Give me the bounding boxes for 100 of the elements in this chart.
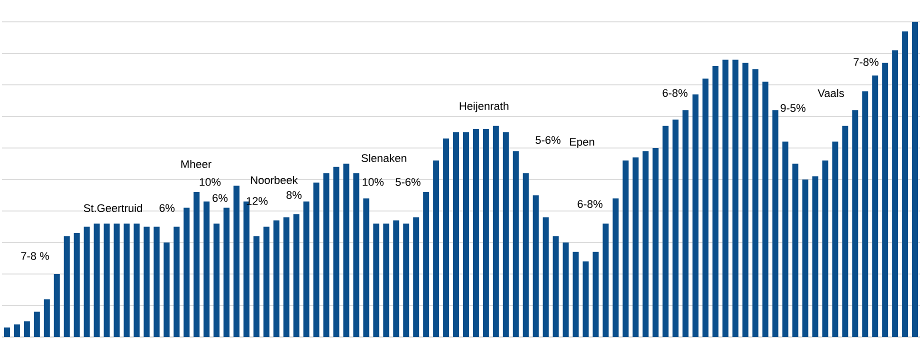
bar [204,202,210,337]
bar [114,224,120,337]
annotation: 5-6% [396,178,420,186]
bar [582,261,589,337]
bar [822,160,828,337]
bar [283,217,290,337]
bar [882,62,888,337]
bar [732,60,738,337]
annotation: Epen [570,138,594,148]
bar [502,132,509,337]
annotation: Vaals [818,88,844,98]
bar [762,82,768,337]
bar [253,236,260,337]
bar [662,126,669,337]
bar [682,110,689,337]
bar [862,91,868,337]
annotation: 7-8 % [21,252,49,260]
annotation: 6% [212,194,228,202]
bar [562,242,569,337]
annotation: St.Geertruid [84,204,142,212]
bar [144,226,150,337]
bar [492,126,499,337]
bar [74,233,80,337]
bar [104,224,110,337]
bar [812,176,818,337]
bar [4,328,10,337]
bar [14,324,20,337]
annotation: Slenaken [362,154,406,162]
bar [94,224,100,337]
bar [632,157,639,337]
bar [832,142,838,337]
bar [84,226,90,337]
bar [194,192,200,337]
bar [482,129,489,337]
bar [64,236,70,337]
bar [34,312,40,337]
bar [413,217,420,337]
bar [333,166,340,337]
bar [572,252,579,337]
bar [792,164,798,337]
bar [672,120,679,337]
annotation: 10% [200,178,221,186]
annotation: 7-8% [854,58,878,66]
bar [303,202,310,337]
bar [702,78,708,337]
bar [552,236,559,337]
annotation: 12% [246,197,268,205]
bar [44,299,50,337]
bar [273,220,280,337]
bar [293,214,300,337]
bar [602,224,609,337]
bar [612,198,619,337]
bar [263,226,270,337]
bar [154,226,160,337]
bar [462,132,469,337]
bar [512,151,519,337]
annotation: Mheer [181,160,212,168]
bar [134,224,140,337]
bar [164,242,170,337]
bar [234,186,240,337]
bar [522,173,529,337]
bar [383,224,390,337]
bar [403,224,410,337]
annotation: 5-6% [536,136,560,144]
annotation: 9-5% [780,104,806,112]
bar [472,129,479,337]
bar [343,164,350,337]
bar [842,126,848,337]
annotation: 6-8% [578,200,602,208]
bar [722,60,728,337]
bar [652,148,659,337]
bar [174,226,180,337]
bar [902,31,908,337]
bar [393,220,400,337]
bar [712,66,718,337]
bar [622,160,629,337]
bar [532,195,539,337]
annotation: 6% [160,204,175,212]
bar [313,182,320,337]
bar [772,110,778,337]
bar [323,173,330,337]
bar [742,62,748,337]
bar [24,321,30,337]
bar [692,94,698,337]
annotation: Heijenrath [460,102,508,112]
bar [423,192,430,337]
bar [892,50,898,337]
bar [363,198,370,337]
bar [453,132,460,337]
bar [752,69,758,337]
bar [802,179,808,337]
bar [224,208,230,337]
bar [373,224,380,337]
bar [542,217,549,337]
bar [852,110,858,337]
bar [433,160,440,337]
annotation: 8% [286,191,302,199]
annotation: 6-8% [662,89,688,97]
annotation: Noorbeek [251,176,298,184]
bar [54,274,60,337]
